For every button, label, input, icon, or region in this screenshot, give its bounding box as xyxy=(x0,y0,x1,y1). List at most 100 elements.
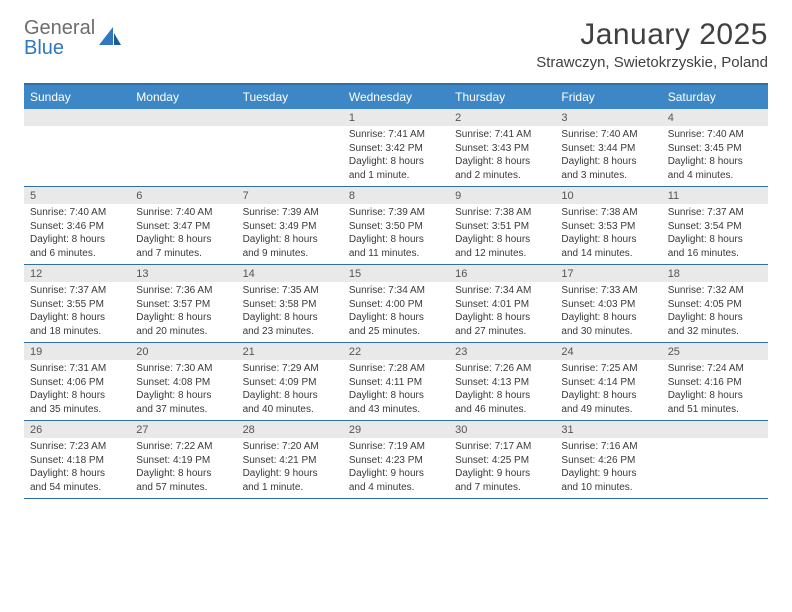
day-body xyxy=(130,126,236,132)
sunrise-text: Sunrise: 7:20 AM xyxy=(243,440,337,454)
day-cell: 20Sunrise: 7:30 AMSunset: 4:08 PMDayligh… xyxy=(130,343,236,420)
daylight-text: Daylight: 8 hours and 16 minutes. xyxy=(668,233,762,260)
day-number: 3 xyxy=(555,109,661,126)
sunrise-text: Sunrise: 7:39 AM xyxy=(349,206,443,220)
sunset-text: Sunset: 4:23 PM xyxy=(349,454,443,468)
day-body: Sunrise: 7:38 AMSunset: 3:53 PMDaylight:… xyxy=(555,204,661,264)
day-number: 29 xyxy=(343,421,449,438)
sunrise-text: Sunrise: 7:34 AM xyxy=(455,284,549,298)
day-number: 24 xyxy=(555,343,661,360)
daylight-text: Daylight: 8 hours and 9 minutes. xyxy=(243,233,337,260)
daylight-text: Daylight: 8 hours and 6 minutes. xyxy=(30,233,124,260)
calendar-grid: Sunday Monday Tuesday Wednesday Thursday… xyxy=(24,83,768,499)
logo-text-general: General xyxy=(24,17,95,39)
day-number: 28 xyxy=(237,421,343,438)
daylight-text: Daylight: 8 hours and 46 minutes. xyxy=(455,389,549,416)
day-cell: 11Sunrise: 7:37 AMSunset: 3:54 PMDayligh… xyxy=(662,187,768,264)
day-cell: 18Sunrise: 7:32 AMSunset: 4:05 PMDayligh… xyxy=(662,265,768,342)
sunset-text: Sunset: 4:03 PM xyxy=(561,298,655,312)
daylight-text: Daylight: 8 hours and 7 minutes. xyxy=(136,233,230,260)
sunset-text: Sunset: 3:50 PM xyxy=(349,220,443,234)
day-number: 21 xyxy=(237,343,343,360)
day-number: 11 xyxy=(662,187,768,204)
day-number: 22 xyxy=(343,343,449,360)
day-body: Sunrise: 7:25 AMSunset: 4:14 PMDaylight:… xyxy=(555,360,661,420)
daylight-text: Daylight: 8 hours and 20 minutes. xyxy=(136,311,230,338)
weekday-header: Wednesday xyxy=(343,85,449,109)
day-cell: 28Sunrise: 7:20 AMSunset: 4:21 PMDayligh… xyxy=(237,421,343,498)
sunrise-text: Sunrise: 7:40 AM xyxy=(136,206,230,220)
weekday-header: Tuesday xyxy=(237,85,343,109)
day-body: Sunrise: 7:39 AMSunset: 3:50 PMDaylight:… xyxy=(343,204,449,264)
daylight-text: Daylight: 8 hours and 18 minutes. xyxy=(30,311,124,338)
daylight-text: Daylight: 8 hours and 2 minutes. xyxy=(455,155,549,182)
daylight-text: Daylight: 8 hours and 12 minutes. xyxy=(455,233,549,260)
day-cell: 19Sunrise: 7:31 AMSunset: 4:06 PMDayligh… xyxy=(24,343,130,420)
day-cell xyxy=(237,109,343,186)
week-row: 5Sunrise: 7:40 AMSunset: 3:46 PMDaylight… xyxy=(24,187,768,265)
day-cell: 10Sunrise: 7:38 AMSunset: 3:53 PMDayligh… xyxy=(555,187,661,264)
day-body: Sunrise: 7:40 AMSunset: 3:46 PMDaylight:… xyxy=(24,204,130,264)
day-number: 15 xyxy=(343,265,449,282)
sunset-text: Sunset: 4:00 PM xyxy=(349,298,443,312)
sunrise-text: Sunrise: 7:38 AM xyxy=(455,206,549,220)
day-number xyxy=(662,421,768,438)
week-row: 1Sunrise: 7:41 AMSunset: 3:42 PMDaylight… xyxy=(24,109,768,187)
day-number xyxy=(130,109,236,126)
day-body: Sunrise: 7:30 AMSunset: 4:08 PMDaylight:… xyxy=(130,360,236,420)
sunset-text: Sunset: 3:47 PM xyxy=(136,220,230,234)
sunrise-text: Sunrise: 7:37 AM xyxy=(668,206,762,220)
daylight-text: Daylight: 8 hours and 3 minutes. xyxy=(561,155,655,182)
sunset-text: Sunset: 4:16 PM xyxy=(668,376,762,390)
sunrise-text: Sunrise: 7:40 AM xyxy=(30,206,124,220)
sunrise-text: Sunrise: 7:41 AM xyxy=(455,128,549,142)
weekday-header: Saturday xyxy=(662,85,768,109)
sunrise-text: Sunrise: 7:23 AM xyxy=(30,440,124,454)
day-cell: 15Sunrise: 7:34 AMSunset: 4:00 PMDayligh… xyxy=(343,265,449,342)
day-body: Sunrise: 7:22 AMSunset: 4:19 PMDaylight:… xyxy=(130,438,236,498)
weekday-header: Thursday xyxy=(449,85,555,109)
day-number: 13 xyxy=(130,265,236,282)
daylight-text: Daylight: 9 hours and 10 minutes. xyxy=(561,467,655,494)
day-number: 7 xyxy=(237,187,343,204)
weekday-header: Sunday xyxy=(24,85,130,109)
day-cell xyxy=(130,109,236,186)
sunset-text: Sunset: 3:49 PM xyxy=(243,220,337,234)
sunrise-text: Sunrise: 7:28 AM xyxy=(349,362,443,376)
sunset-text: Sunset: 3:44 PM xyxy=(561,142,655,156)
sunset-text: Sunset: 3:51 PM xyxy=(455,220,549,234)
sunset-text: Sunset: 4:09 PM xyxy=(243,376,337,390)
daylight-text: Daylight: 8 hours and 4 minutes. xyxy=(668,155,762,182)
daylight-text: Daylight: 8 hours and 43 minutes. xyxy=(349,389,443,416)
day-cell: 24Sunrise: 7:25 AMSunset: 4:14 PMDayligh… xyxy=(555,343,661,420)
day-cell: 2Sunrise: 7:41 AMSunset: 3:43 PMDaylight… xyxy=(449,109,555,186)
daylight-text: Daylight: 8 hours and 37 minutes. xyxy=(136,389,230,416)
sunrise-text: Sunrise: 7:33 AM xyxy=(561,284,655,298)
sunset-text: Sunset: 4:06 PM xyxy=(30,376,124,390)
day-cell: 26Sunrise: 7:23 AMSunset: 4:18 PMDayligh… xyxy=(24,421,130,498)
daylight-text: Daylight: 8 hours and 57 minutes. xyxy=(136,467,230,494)
day-number: 16 xyxy=(449,265,555,282)
day-cell: 30Sunrise: 7:17 AMSunset: 4:25 PMDayligh… xyxy=(449,421,555,498)
sunrise-text: Sunrise: 7:35 AM xyxy=(243,284,337,298)
day-cell: 3Sunrise: 7:40 AMSunset: 3:44 PMDaylight… xyxy=(555,109,661,186)
day-number: 10 xyxy=(555,187,661,204)
day-cell: 6Sunrise: 7:40 AMSunset: 3:47 PMDaylight… xyxy=(130,187,236,264)
day-cell: 21Sunrise: 7:29 AMSunset: 4:09 PMDayligh… xyxy=(237,343,343,420)
sunset-text: Sunset: 4:25 PM xyxy=(455,454,549,468)
daylight-text: Daylight: 8 hours and 35 minutes. xyxy=(30,389,124,416)
daylight-text: Daylight: 8 hours and 23 minutes. xyxy=(243,311,337,338)
day-body: Sunrise: 7:40 AMSunset: 3:44 PMDaylight:… xyxy=(555,126,661,186)
day-body: Sunrise: 7:28 AMSunset: 4:11 PMDaylight:… xyxy=(343,360,449,420)
sunrise-text: Sunrise: 7:40 AM xyxy=(561,128,655,142)
sunrise-text: Sunrise: 7:34 AM xyxy=(349,284,443,298)
week-row: 19Sunrise: 7:31 AMSunset: 4:06 PMDayligh… xyxy=(24,343,768,421)
sunset-text: Sunset: 4:08 PM xyxy=(136,376,230,390)
sunset-text: Sunset: 3:42 PM xyxy=(349,142,443,156)
sunrise-text: Sunrise: 7:41 AM xyxy=(349,128,443,142)
day-cell: 13Sunrise: 7:36 AMSunset: 3:57 PMDayligh… xyxy=(130,265,236,342)
calendar-page: General Blue January 2025 Strawczyn, Swi… xyxy=(0,0,792,499)
day-cell: 7Sunrise: 7:39 AMSunset: 3:49 PMDaylight… xyxy=(237,187,343,264)
day-body: Sunrise: 7:23 AMSunset: 4:18 PMDaylight:… xyxy=(24,438,130,498)
daylight-text: Daylight: 8 hours and 14 minutes. xyxy=(561,233,655,260)
